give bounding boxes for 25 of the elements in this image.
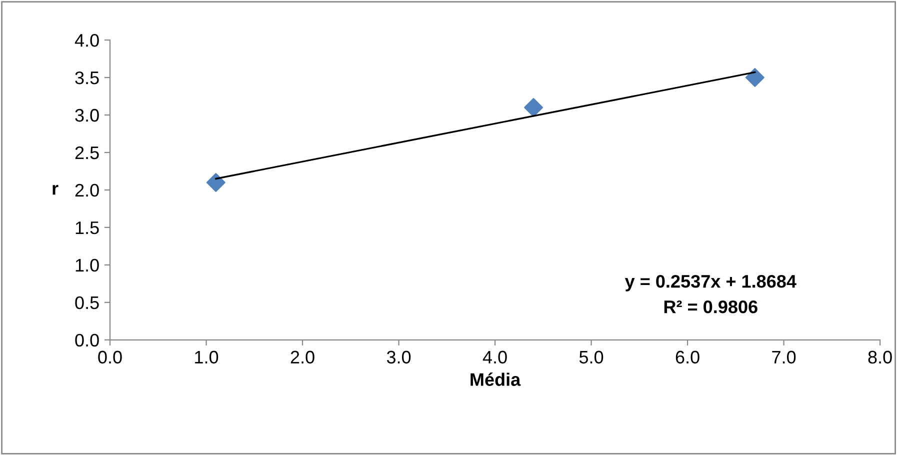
x-tick-label: 2.0 [290,350,314,364]
y-tick-label: 0.5 [75,296,99,310]
annotation: R² = 0.9806 [664,300,758,314]
y-tick-label: 3.5 [75,71,99,84]
x-tick-label: 8.0 [868,350,892,364]
y-tick-label: 4.0 [74,34,99,47]
y-tick-label: 3.0 [75,108,99,122]
point [524,98,544,117]
point [745,68,764,87]
x-tick-label: 6.0 [676,350,700,364]
x-tick-label: 1.0 [195,350,218,364]
x-tick-label: 5.0 [579,350,604,364]
x-axis-title: Média [470,372,521,386]
x-tick-label: 3.0 [386,350,411,364]
y-tick-label: 2.5 [75,146,99,160]
x-tick-label: 7.0 [772,350,796,364]
y-tick-label: 0.0 [75,334,99,347]
x-tick-label: 0.0 [98,350,122,364]
y-tick-label: 1.0 [76,258,99,272]
annotation: y = 0.2537x + 1.8684 [624,274,796,292]
x-tick-label: 4.0 [482,350,507,364]
point [206,172,226,192]
y-tick-label: 2.0 [75,184,99,197]
y-axis-title: r [52,184,58,195]
y-tick-label: 1.5 [76,222,99,234]
